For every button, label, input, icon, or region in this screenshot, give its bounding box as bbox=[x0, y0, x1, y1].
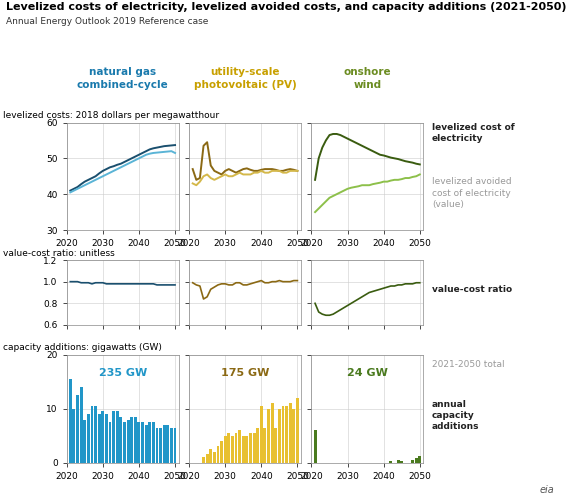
Bar bbox=[79, 387, 82, 462]
Bar bbox=[134, 417, 137, 463]
Text: 175 GW: 175 GW bbox=[221, 368, 269, 378]
Text: 2021-2050 total: 2021-2050 total bbox=[432, 360, 505, 369]
Bar bbox=[102, 412, 104, 463]
Bar bbox=[130, 417, 133, 463]
Bar bbox=[159, 428, 162, 462]
Bar bbox=[209, 449, 212, 462]
Text: levelized cost of
electricity: levelized cost of electricity bbox=[432, 122, 515, 142]
Bar bbox=[141, 422, 144, 463]
Bar bbox=[267, 409, 270, 463]
Bar bbox=[249, 433, 252, 462]
Text: levelized avoided
cost of electricity
(value): levelized avoided cost of electricity (v… bbox=[432, 178, 512, 208]
Bar bbox=[397, 460, 400, 462]
Text: capacity additions: gigawatts (GW): capacity additions: gigawatts (GW) bbox=[3, 344, 162, 352]
Bar bbox=[76, 396, 79, 462]
Text: onshore
wind: onshore wind bbox=[343, 67, 392, 90]
Bar bbox=[152, 422, 155, 463]
Bar bbox=[216, 446, 219, 462]
Text: levelized costs: 2018 dollars per megawatthour: levelized costs: 2018 dollars per megawa… bbox=[3, 111, 219, 120]
Bar bbox=[224, 436, 227, 462]
Bar bbox=[292, 409, 295, 463]
Bar bbox=[94, 406, 97, 462]
Bar bbox=[289, 404, 292, 462]
Bar bbox=[126, 420, 129, 463]
Bar bbox=[389, 461, 392, 462]
Bar bbox=[278, 409, 281, 463]
Bar bbox=[263, 428, 266, 462]
Bar bbox=[112, 412, 115, 463]
Bar bbox=[274, 428, 277, 462]
Bar bbox=[418, 456, 421, 462]
Bar bbox=[163, 425, 166, 463]
Text: Annual Energy Outlook 2019 Reference case: Annual Energy Outlook 2019 Reference cas… bbox=[6, 18, 208, 26]
Bar bbox=[314, 430, 317, 462]
Bar bbox=[213, 452, 216, 462]
Bar bbox=[123, 422, 126, 463]
Text: value-cost ratio: value-cost ratio bbox=[432, 285, 512, 294]
Text: 235 GW: 235 GW bbox=[99, 368, 147, 378]
Bar bbox=[105, 414, 108, 463]
Bar bbox=[98, 414, 101, 463]
Bar bbox=[238, 430, 241, 462]
Bar bbox=[260, 406, 263, 462]
Bar bbox=[148, 422, 151, 463]
Bar bbox=[72, 409, 75, 463]
Bar bbox=[231, 436, 234, 462]
Bar bbox=[87, 414, 90, 463]
Text: eia: eia bbox=[539, 485, 554, 495]
Bar bbox=[137, 422, 140, 463]
Bar bbox=[69, 379, 72, 462]
Text: annual
capacity
additions: annual capacity additions bbox=[432, 400, 480, 431]
Bar bbox=[234, 433, 237, 462]
Text: utility-scale
photovoltaic (PV): utility-scale photovoltaic (PV) bbox=[194, 67, 296, 90]
Bar bbox=[256, 428, 259, 462]
Bar bbox=[227, 433, 230, 462]
Bar bbox=[173, 428, 176, 462]
Bar bbox=[155, 428, 158, 462]
Bar bbox=[119, 417, 122, 463]
Bar bbox=[415, 458, 418, 462]
Text: 24 GW: 24 GW bbox=[347, 368, 388, 378]
Bar bbox=[84, 420, 86, 463]
Text: Levelized costs of electricity, levelized avoided costs, and capacity additions : Levelized costs of electricity, levelize… bbox=[6, 2, 566, 12]
Bar bbox=[253, 433, 256, 462]
Bar bbox=[285, 406, 288, 462]
Bar bbox=[411, 460, 414, 462]
Bar bbox=[296, 398, 299, 462]
Text: value-cost ratio: unitless: value-cost ratio: unitless bbox=[3, 248, 115, 258]
Bar bbox=[170, 428, 173, 462]
Bar bbox=[144, 425, 147, 463]
Bar bbox=[90, 406, 93, 462]
Text: natural gas
combined-cycle: natural gas combined-cycle bbox=[77, 67, 169, 90]
Bar bbox=[116, 412, 119, 463]
Bar bbox=[166, 425, 169, 463]
Bar bbox=[245, 436, 248, 462]
Bar bbox=[220, 441, 223, 462]
Bar bbox=[242, 436, 245, 462]
Bar bbox=[108, 422, 111, 463]
Bar bbox=[206, 454, 209, 462]
Bar bbox=[202, 457, 205, 462]
Bar bbox=[271, 404, 274, 462]
Bar bbox=[281, 406, 284, 462]
